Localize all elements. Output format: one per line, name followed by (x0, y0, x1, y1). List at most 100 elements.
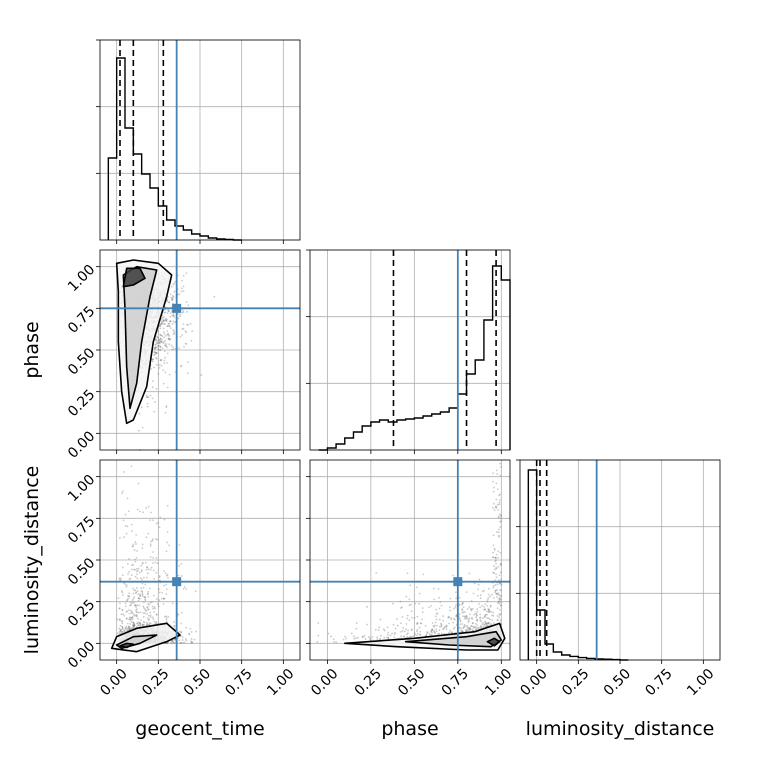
scatter-point (466, 616, 468, 619)
x-tick-label: 0.25 (559, 666, 592, 699)
scatter-point (461, 630, 464, 633)
scatter-point (147, 396, 150, 399)
scatter-point (366, 605, 369, 608)
scatter-point (471, 607, 474, 610)
scatter-point (421, 611, 424, 614)
scatter-point (447, 616, 450, 619)
scatter-point (500, 562, 502, 565)
scatter-point (137, 621, 140, 624)
scatter-point (163, 333, 166, 336)
scatter-point (498, 589, 501, 591)
scatter-point (478, 603, 480, 605)
x-axis-label-geocent-time: geocent_time (135, 718, 264, 740)
scatter-point (129, 609, 132, 612)
scatter-point (119, 628, 122, 631)
histogram-frame (309, 249, 511, 451)
scatter-point (378, 638, 381, 640)
scatter-point (165, 406, 168, 409)
scatter-point (421, 607, 424, 609)
scatter-point (474, 625, 476, 628)
scatter-point (181, 328, 184, 331)
scatter-point (350, 632, 353, 635)
scatter-point (447, 615, 450, 618)
scatter-point (469, 628, 472, 631)
scatter-point (168, 373, 171, 376)
scatter-point (194, 590, 197, 593)
scatter-point (155, 571, 158, 574)
scatter-point (484, 608, 486, 611)
scatter-point (500, 604, 503, 607)
scatter-point (477, 583, 480, 586)
scatter-point (131, 616, 134, 619)
scatter-point (133, 596, 136, 598)
scatter-point (450, 618, 453, 621)
scatter-point (484, 625, 487, 628)
scatter-point (166, 386, 169, 389)
x-tick-label: 1.00 (684, 666, 717, 699)
scatter-point (180, 562, 183, 565)
scatter-point (118, 607, 121, 610)
scatter-point (189, 322, 192, 325)
scatter-point (154, 343, 157, 346)
scatter-point (462, 627, 465, 629)
scatter-point (162, 602, 165, 605)
scatter-point (317, 622, 320, 625)
scatter-point (159, 333, 162, 336)
scatter-point (120, 613, 123, 616)
scatter-point (126, 562, 129, 565)
scatter-point (493, 584, 495, 587)
scatter-point (126, 525, 129, 528)
scatter-point (182, 327, 185, 330)
scatter-point (213, 295, 216, 298)
scatter-point (327, 632, 330, 635)
scatter-point (421, 618, 423, 621)
scatter-point (145, 621, 148, 624)
scatter-point (158, 591, 161, 594)
scatter-point (498, 597, 501, 600)
scatter-point (151, 539, 154, 542)
scatter-point (481, 623, 484, 626)
scatter-point (499, 604, 502, 607)
scatter-point (164, 356, 166, 359)
scatter-point (141, 543, 144, 546)
scatter-point (159, 359, 162, 362)
scatter-point (131, 568, 133, 571)
scatter-point (179, 335, 182, 338)
scatter-point (355, 637, 357, 639)
scatter-point (162, 331, 165, 333)
scatter-point (148, 614, 150, 617)
scatter-point (361, 636, 364, 638)
scatter-point (493, 549, 496, 551)
scatter-point (435, 618, 438, 621)
scatter-point (486, 617, 489, 619)
scatter-point (497, 593, 500, 596)
scatter-point (483, 616, 486, 619)
scatter-point (182, 311, 185, 313)
y-tick-label: 0.75 (65, 513, 98, 546)
scatter-point (153, 611, 156, 613)
scatter-point (485, 622, 488, 625)
scatter-point (452, 621, 455, 624)
scatter-point (489, 604, 492, 607)
scatter-point (461, 608, 464, 611)
scatter-point (144, 599, 147, 602)
scatter-point (191, 330, 194, 333)
scatter-point (126, 497, 129, 500)
scatter-point (153, 353, 156, 356)
scatter-point (136, 569, 139, 572)
scatter-point (155, 342, 158, 345)
scatter-point (453, 617, 455, 620)
scatter-point (165, 583, 168, 586)
scatter-point (159, 516, 162, 519)
scatter-point (165, 345, 167, 348)
scatter-point (450, 631, 453, 634)
scatter-point (180, 622, 183, 625)
scatter-point (155, 338, 157, 340)
scatter-point (171, 640, 173, 642)
scatter-point (480, 620, 483, 623)
scatter-point (131, 618, 134, 621)
scatter-point (159, 337, 162, 340)
scatter-point (171, 299, 173, 301)
scatter-point (367, 636, 370, 638)
scatter-point (163, 518, 166, 521)
